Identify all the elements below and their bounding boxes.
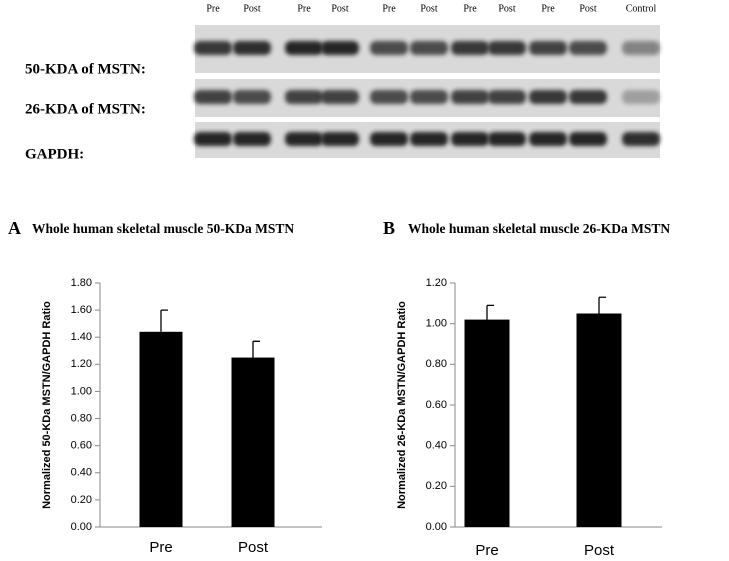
y-tick-label: 0.40 xyxy=(71,467,92,479)
blot-band xyxy=(569,132,607,146)
blot-band xyxy=(233,132,271,146)
blot-band xyxy=(451,41,489,55)
y-tick-label: 1.60 xyxy=(71,304,92,316)
bar xyxy=(231,357,275,527)
bar xyxy=(576,313,622,527)
y-tick-label: 1.20 xyxy=(71,358,92,370)
y-tick-label: 1.00 xyxy=(426,318,447,330)
blot-band xyxy=(321,132,359,146)
chart-title: Whole human skeletal muscle 50-KDa MSTN xyxy=(32,221,294,236)
blot-band xyxy=(285,90,323,104)
y-tick-label: 1.00 xyxy=(71,385,92,397)
bar-chart: A Whole human skeletal muscle 50-KDa MSTN… xyxy=(8,218,322,556)
y-tick-label: 1.20 xyxy=(426,277,447,289)
blot-band xyxy=(321,41,359,55)
y-tick-label: 0.60 xyxy=(426,399,447,411)
blot-band xyxy=(451,90,489,104)
blot-band xyxy=(488,41,526,55)
blot-band xyxy=(622,41,660,55)
y-tick-label: 0.00 xyxy=(426,521,447,533)
blot-band xyxy=(410,41,448,55)
blot-band xyxy=(321,90,359,104)
y-tick-label: 0.00 xyxy=(71,521,92,533)
lane-label: Post xyxy=(579,3,596,14)
blot-band xyxy=(488,90,526,104)
row-label: GAPDH: xyxy=(25,146,84,162)
lane-label: Pre xyxy=(541,3,555,14)
blot-band xyxy=(622,132,660,146)
blot-band xyxy=(569,41,607,55)
blot-band xyxy=(451,132,489,146)
panel-letter: A xyxy=(8,218,21,238)
y-axis-label: Normalized 26-KDa MSTN/GAPDH Ratio xyxy=(396,301,408,509)
y-tick-label: 1.40 xyxy=(71,331,92,343)
strip-gap xyxy=(195,119,660,122)
blot-band xyxy=(410,90,448,104)
lane-label: Pre xyxy=(297,3,311,14)
blot-band xyxy=(410,132,448,146)
blot-band xyxy=(529,90,567,104)
blot-band xyxy=(370,41,408,55)
lane-label: Post xyxy=(498,3,515,14)
x-tick-label: Post xyxy=(238,539,269,556)
panel-letter: B xyxy=(383,218,395,238)
error-bar xyxy=(486,304,494,320)
lane-label: Pre xyxy=(382,3,396,14)
lane-label: Post xyxy=(331,3,348,14)
western-blot: Pre Post Pre Post Pre Post Pre Post Pre Post Contr… xyxy=(25,3,660,162)
y-tick-label: 0.40 xyxy=(426,440,447,452)
blot-band xyxy=(194,41,232,55)
lane-label: Post xyxy=(420,3,437,14)
blot-band xyxy=(194,90,232,104)
row-label: 50-KDA of MSTN: xyxy=(25,61,146,77)
y-tick-label: 0.20 xyxy=(71,494,92,506)
blot-band xyxy=(529,41,567,55)
blot-band xyxy=(233,90,271,104)
error-bar xyxy=(160,309,168,332)
bar xyxy=(464,319,510,527)
strip-gap xyxy=(195,75,660,78)
blot-band xyxy=(622,90,660,104)
y-axis-label: Normalized 50-KDa MSTN/GAPDH Ratio xyxy=(41,301,53,509)
bar-chart: B Whole human skeletal muscle 26-KDa MSTN… xyxy=(383,218,670,559)
blot-band xyxy=(370,90,408,104)
blot-band xyxy=(285,41,323,55)
chart-title: Whole human skeletal muscle 26-KDa MSTN xyxy=(408,221,670,236)
lane-label: Post xyxy=(243,3,260,14)
lane-label: Pre xyxy=(206,3,220,14)
row-label: 26-KDA of MSTN: xyxy=(25,101,146,117)
x-tick-label: Post xyxy=(584,542,615,559)
blot-band xyxy=(569,90,607,104)
error-bar xyxy=(252,340,260,358)
bar xyxy=(139,331,183,527)
y-tick-label: 0.20 xyxy=(426,480,447,492)
blot-band xyxy=(233,41,271,55)
blot-band xyxy=(529,132,567,146)
blot-band xyxy=(488,132,526,146)
lane-label: Control xyxy=(626,3,657,14)
x-tick-label: Pre xyxy=(149,539,172,556)
lane-label: Pre xyxy=(463,3,477,14)
y-tick-label: 0.80 xyxy=(71,412,92,424)
blot-band xyxy=(370,132,408,146)
blot-band xyxy=(194,132,232,146)
y-tick-label: 0.80 xyxy=(426,358,447,370)
error-bar xyxy=(598,296,606,314)
y-tick-label: 1.80 xyxy=(71,277,92,289)
blot-band xyxy=(285,132,323,146)
x-tick-label: Pre xyxy=(475,542,498,559)
y-tick-label: 0.60 xyxy=(71,440,92,452)
